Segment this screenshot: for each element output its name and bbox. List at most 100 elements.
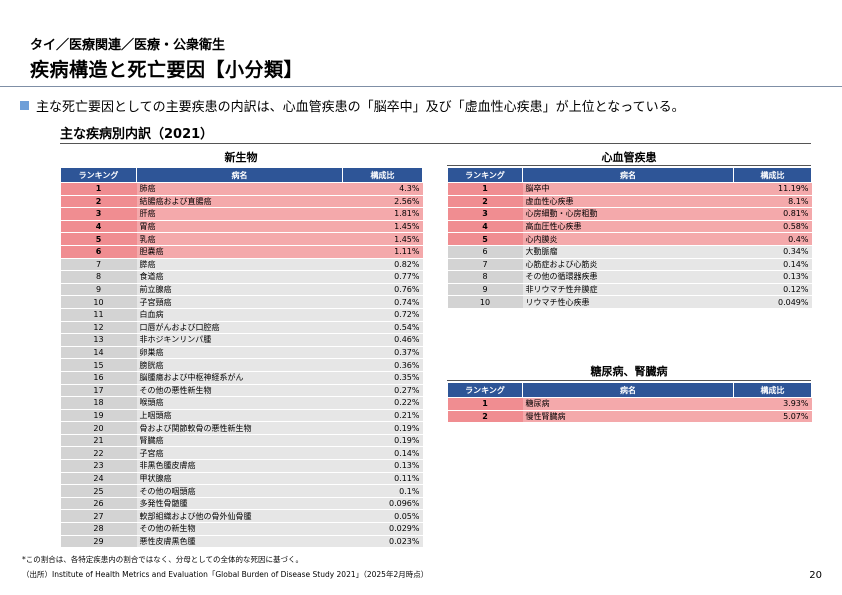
- ratio-cell: 0.14%: [733, 258, 812, 272]
- table-row: 28 その他の新生物 0.029%: [60, 522, 423, 536]
- rank-cell: 10: [447, 295, 523, 309]
- ratio-cell: 0.4%: [733, 232, 812, 246]
- rank-cell: 16: [60, 371, 137, 385]
- rank-cell: 1: [447, 182, 523, 196]
- rank-cell: 17: [60, 384, 137, 398]
- table-row: 22 子宮癌 0.14%: [60, 446, 423, 461]
- rank-cell: 6: [60, 245, 137, 259]
- rank-cell: 26: [60, 497, 137, 511]
- table-row: 7 心筋症および心筋炎 0.14%: [447, 258, 812, 272]
- ratio-cell: 0.19%: [342, 421, 423, 435]
- rank-column-header: ランキング: [447, 167, 523, 183]
- rank-cell: 22: [60, 446, 137, 461]
- table-row: 26 多発性骨髄腫 0.096%: [60, 497, 423, 511]
- rank-cell: 23: [60, 459, 137, 473]
- table-row: 6 大動脈瘤 0.34%: [447, 245, 812, 259]
- disease-name-cell: 慢性腎臓病: [522, 410, 734, 424]
- disease-name-cell: 結腸癌および直腸癌: [136, 195, 343, 209]
- ratio-cell: 0.77%: [342, 270, 423, 284]
- table-row: 16 脳腫瘍および中枢神経系がん 0.35%: [60, 371, 423, 385]
- disease-name-cell: 膀胱癌: [136, 358, 343, 372]
- diabetes-table: ランキング 病名 構成比 1 糖尿病 3.93% 2 慢性腎臓病 5.07%: [447, 382, 812, 424]
- name-column-header: 病名: [522, 167, 734, 183]
- ratio-cell: 0.72%: [342, 308, 423, 322]
- disease-name-cell: 骨および関節軟骨の悪性新生物: [136, 421, 343, 435]
- disease-name-cell: 非リウマチ性弁膜症: [522, 283, 734, 297]
- rank-cell: 9: [60, 283, 137, 297]
- rank-cell: 18: [60, 396, 137, 410]
- table-header-row: ランキング 病名 構成比: [60, 167, 423, 183]
- ratio-cell: 0.82%: [342, 258, 423, 272]
- diabetes-table-title: 糖尿病、腎臓病: [590, 365, 668, 378]
- ratio-cell: 0.12%: [733, 283, 812, 297]
- disease-name-cell: 子宮癌: [136, 446, 343, 461]
- page-number: 20: [809, 570, 822, 581]
- table-row: 9 前立腺癌 0.76%: [60, 283, 423, 297]
- ratio-cell: 0.37%: [342, 346, 423, 360]
- neoplasm-table-body: 1 肺癌 4.3% 2 結腸癌および直腸癌 2.56% 3 肝癌 1.81% 4 胃癌 1.45% 5 乳…: [60, 182, 423, 549]
- disease-name-cell: 胃癌: [136, 220, 343, 234]
- disease-name-cell: 胆嚢癌: [136, 245, 343, 259]
- ratio-cell: 0.21%: [342, 409, 423, 423]
- disease-name-cell: 膵癌: [136, 258, 343, 272]
- cardio-title-divider: [447, 165, 811, 166]
- table-row: 11 白血病 0.72%: [60, 308, 423, 322]
- rank-cell: 11: [60, 308, 137, 322]
- table-row: 1 糖尿病 3.93%: [447, 397, 812, 411]
- disease-name-cell: その他の循環器疾患: [522, 270, 734, 284]
- rank-cell: 8: [60, 270, 137, 284]
- disease-name-cell: 喉頭癌: [136, 396, 343, 410]
- ratio-cell: 1.45%: [342, 220, 423, 234]
- table-row: 1 脳卒中 11.19%: [447, 182, 812, 196]
- disease-name-cell: 肝癌: [136, 207, 343, 221]
- title-divider: [0, 86, 842, 87]
- disease-name-cell: 多発性骨髄腫: [136, 497, 343, 511]
- ratio-column-header: 構成比: [733, 167, 812, 183]
- table-row: 2 虚血性心疾患 8.1%: [447, 195, 812, 209]
- rank-cell: 4: [447, 220, 523, 234]
- footnote-note: *この割合は、各特定疾患内の割合ではなく、分母としての全体的な死因に基づく。: [22, 555, 304, 564]
- rank-cell: 8: [447, 270, 523, 284]
- disease-name-cell: 卵巣癌: [136, 346, 343, 360]
- ratio-cell: 1.81%: [342, 207, 423, 221]
- table-row: 19 上咽頭癌 0.21%: [60, 409, 423, 423]
- ratio-cell: 0.14%: [342, 446, 423, 461]
- rank-cell: 13: [60, 333, 137, 347]
- table-row: 20 骨および関節軟骨の悪性新生物 0.19%: [60, 421, 423, 435]
- rank-cell: 5: [60, 232, 137, 246]
- disease-name-cell: 軟部組織および他の骨外仙骨腫: [136, 509, 343, 524]
- ratio-cell: 0.81%: [733, 207, 812, 221]
- bullet-square-icon: [20, 101, 29, 110]
- diabetes-title-divider: [447, 380, 811, 381]
- ratio-cell: 0.049%: [733, 295, 812, 309]
- disease-name-cell: 虚血性心疾患: [522, 195, 734, 209]
- ratio-cell: 0.58%: [733, 220, 812, 234]
- ratio-cell: 0.54%: [342, 321, 423, 335]
- table-row: 15 膀胱癌 0.36%: [60, 358, 423, 372]
- rank-cell: 10: [60, 295, 137, 309]
- breadcrumb: タイ／医療関連／医療・公衆衛生: [30, 38, 226, 53]
- cardio-table: ランキング 病名 構成比 1 脳卒中 11.19% 2 虚血性心疾患 8.1% 3 心房細動・…: [447, 167, 812, 309]
- rank-cell: 20: [60, 421, 137, 435]
- rank-cell: 27: [60, 509, 137, 524]
- table-row: 10 子宮頸癌 0.74%: [60, 295, 423, 309]
- rank-cell: 3: [447, 207, 523, 221]
- ratio-cell: 0.029%: [342, 522, 423, 536]
- ratio-cell: 0.13%: [342, 459, 423, 473]
- disease-name-cell: 肺癌: [136, 182, 343, 196]
- table-row: 9 非リウマチ性弁膜症 0.12%: [447, 283, 812, 297]
- disease-name-cell: 大動脈瘤: [522, 245, 734, 259]
- disease-name-cell: 甲状腺癌: [136, 472, 343, 486]
- rank-cell: 15: [60, 358, 137, 372]
- ratio-cell: 0.36%: [342, 358, 423, 372]
- table-row: 29 悪性皮膚黒色腫 0.023%: [60, 535, 423, 549]
- table-row: 4 高血圧性心疾患 0.58%: [447, 220, 812, 234]
- table-row: 18 喉頭癌 0.22%: [60, 396, 423, 410]
- ratio-cell: 0.096%: [342, 497, 423, 511]
- cardio-table-body: 1 脳卒中 11.19% 2 虚血性心疾患 8.1% 3 心房細動・心房粗動 0.81% 4 高血圧…: [447, 182, 812, 309]
- rank-cell: 5: [447, 232, 523, 246]
- table-row: 10 リウマチ性心疾患 0.049%: [447, 295, 812, 309]
- table-header-row: ランキング 病名 構成比: [447, 382, 812, 398]
- table-header-row: ランキング 病名 構成比: [447, 167, 812, 183]
- disease-name-cell: 白血病: [136, 308, 343, 322]
